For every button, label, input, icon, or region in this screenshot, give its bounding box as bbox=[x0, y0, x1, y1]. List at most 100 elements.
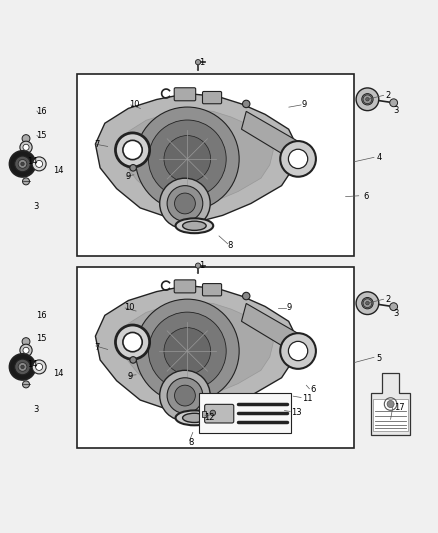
FancyBboxPatch shape bbox=[205, 405, 234, 423]
Text: 13: 13 bbox=[291, 408, 302, 417]
Circle shape bbox=[366, 302, 369, 305]
Circle shape bbox=[123, 140, 142, 160]
Circle shape bbox=[366, 98, 369, 101]
Circle shape bbox=[35, 364, 42, 370]
Circle shape bbox=[288, 149, 308, 168]
Circle shape bbox=[123, 333, 142, 352]
Text: 9: 9 bbox=[287, 303, 292, 312]
Text: 2: 2 bbox=[385, 295, 390, 304]
Circle shape bbox=[116, 133, 150, 167]
Text: 7: 7 bbox=[95, 140, 100, 149]
Text: 3: 3 bbox=[33, 405, 39, 414]
Text: 14: 14 bbox=[53, 166, 64, 175]
Text: 4: 4 bbox=[376, 153, 381, 162]
Ellipse shape bbox=[183, 221, 206, 230]
Circle shape bbox=[135, 107, 239, 211]
Text: 17: 17 bbox=[394, 402, 404, 411]
Circle shape bbox=[167, 185, 203, 221]
Circle shape bbox=[243, 100, 250, 108]
Circle shape bbox=[22, 338, 30, 345]
FancyBboxPatch shape bbox=[202, 284, 222, 296]
Circle shape bbox=[10, 354, 35, 380]
Circle shape bbox=[160, 178, 210, 229]
Circle shape bbox=[195, 60, 201, 65]
Circle shape bbox=[130, 357, 136, 363]
Circle shape bbox=[20, 344, 32, 357]
Text: 3: 3 bbox=[394, 309, 399, 318]
Circle shape bbox=[363, 299, 372, 308]
Text: 3: 3 bbox=[394, 106, 399, 115]
Circle shape bbox=[160, 370, 210, 421]
Ellipse shape bbox=[176, 219, 213, 233]
FancyBboxPatch shape bbox=[174, 280, 196, 293]
Circle shape bbox=[18, 159, 27, 168]
Circle shape bbox=[148, 312, 226, 390]
Circle shape bbox=[130, 165, 136, 171]
Polygon shape bbox=[241, 303, 303, 356]
Circle shape bbox=[356, 88, 379, 111]
Text: 3: 3 bbox=[33, 202, 39, 211]
Polygon shape bbox=[95, 286, 298, 415]
Circle shape bbox=[20, 141, 32, 154]
Circle shape bbox=[148, 120, 226, 198]
Circle shape bbox=[362, 297, 373, 309]
Circle shape bbox=[22, 135, 30, 142]
Text: 10: 10 bbox=[130, 100, 140, 109]
Bar bbox=[199, 393, 290, 433]
Circle shape bbox=[175, 193, 195, 214]
Text: 15: 15 bbox=[36, 334, 47, 343]
FancyBboxPatch shape bbox=[202, 92, 222, 104]
Polygon shape bbox=[95, 93, 298, 223]
Text: 9: 9 bbox=[302, 100, 307, 109]
Text: 15: 15 bbox=[36, 131, 47, 140]
Circle shape bbox=[387, 400, 394, 408]
Text: 1: 1 bbox=[199, 261, 205, 270]
Bar bbox=[77, 266, 354, 448]
Text: 12: 12 bbox=[204, 413, 214, 422]
Circle shape bbox=[390, 303, 398, 311]
Circle shape bbox=[116, 325, 150, 359]
Text: 11: 11 bbox=[302, 394, 312, 403]
Circle shape bbox=[23, 348, 29, 353]
Polygon shape bbox=[121, 109, 273, 206]
Circle shape bbox=[363, 95, 372, 103]
Circle shape bbox=[32, 360, 46, 374]
Text: 14: 14 bbox=[27, 157, 37, 166]
Circle shape bbox=[243, 292, 250, 300]
Circle shape bbox=[18, 362, 27, 372]
Circle shape bbox=[10, 151, 35, 177]
Circle shape bbox=[135, 299, 239, 403]
Text: 16: 16 bbox=[36, 311, 47, 320]
Polygon shape bbox=[371, 374, 410, 434]
Polygon shape bbox=[241, 111, 303, 163]
Ellipse shape bbox=[176, 410, 213, 425]
Circle shape bbox=[21, 365, 24, 369]
Text: 10: 10 bbox=[124, 303, 134, 312]
Circle shape bbox=[35, 160, 42, 167]
Text: 14: 14 bbox=[27, 360, 37, 369]
Circle shape bbox=[164, 135, 211, 182]
Ellipse shape bbox=[183, 413, 206, 423]
Circle shape bbox=[280, 141, 316, 177]
Text: 6: 6 bbox=[363, 192, 368, 201]
Circle shape bbox=[195, 263, 201, 268]
Text: 6: 6 bbox=[311, 385, 316, 394]
Circle shape bbox=[210, 410, 215, 416]
Circle shape bbox=[167, 378, 203, 414]
Circle shape bbox=[32, 157, 46, 171]
Circle shape bbox=[390, 99, 398, 107]
Text: 5: 5 bbox=[376, 354, 381, 362]
Circle shape bbox=[22, 381, 29, 388]
Circle shape bbox=[362, 94, 373, 105]
Bar bbox=[77, 75, 354, 256]
Text: 7: 7 bbox=[95, 343, 100, 352]
Circle shape bbox=[14, 359, 30, 375]
Circle shape bbox=[280, 333, 316, 369]
Circle shape bbox=[164, 328, 211, 374]
Circle shape bbox=[14, 156, 30, 172]
Circle shape bbox=[356, 292, 379, 314]
Bar bbox=[373, 399, 408, 431]
Text: 9: 9 bbox=[125, 173, 131, 182]
Text: 14: 14 bbox=[53, 369, 64, 378]
Text: 9: 9 bbox=[127, 372, 133, 381]
